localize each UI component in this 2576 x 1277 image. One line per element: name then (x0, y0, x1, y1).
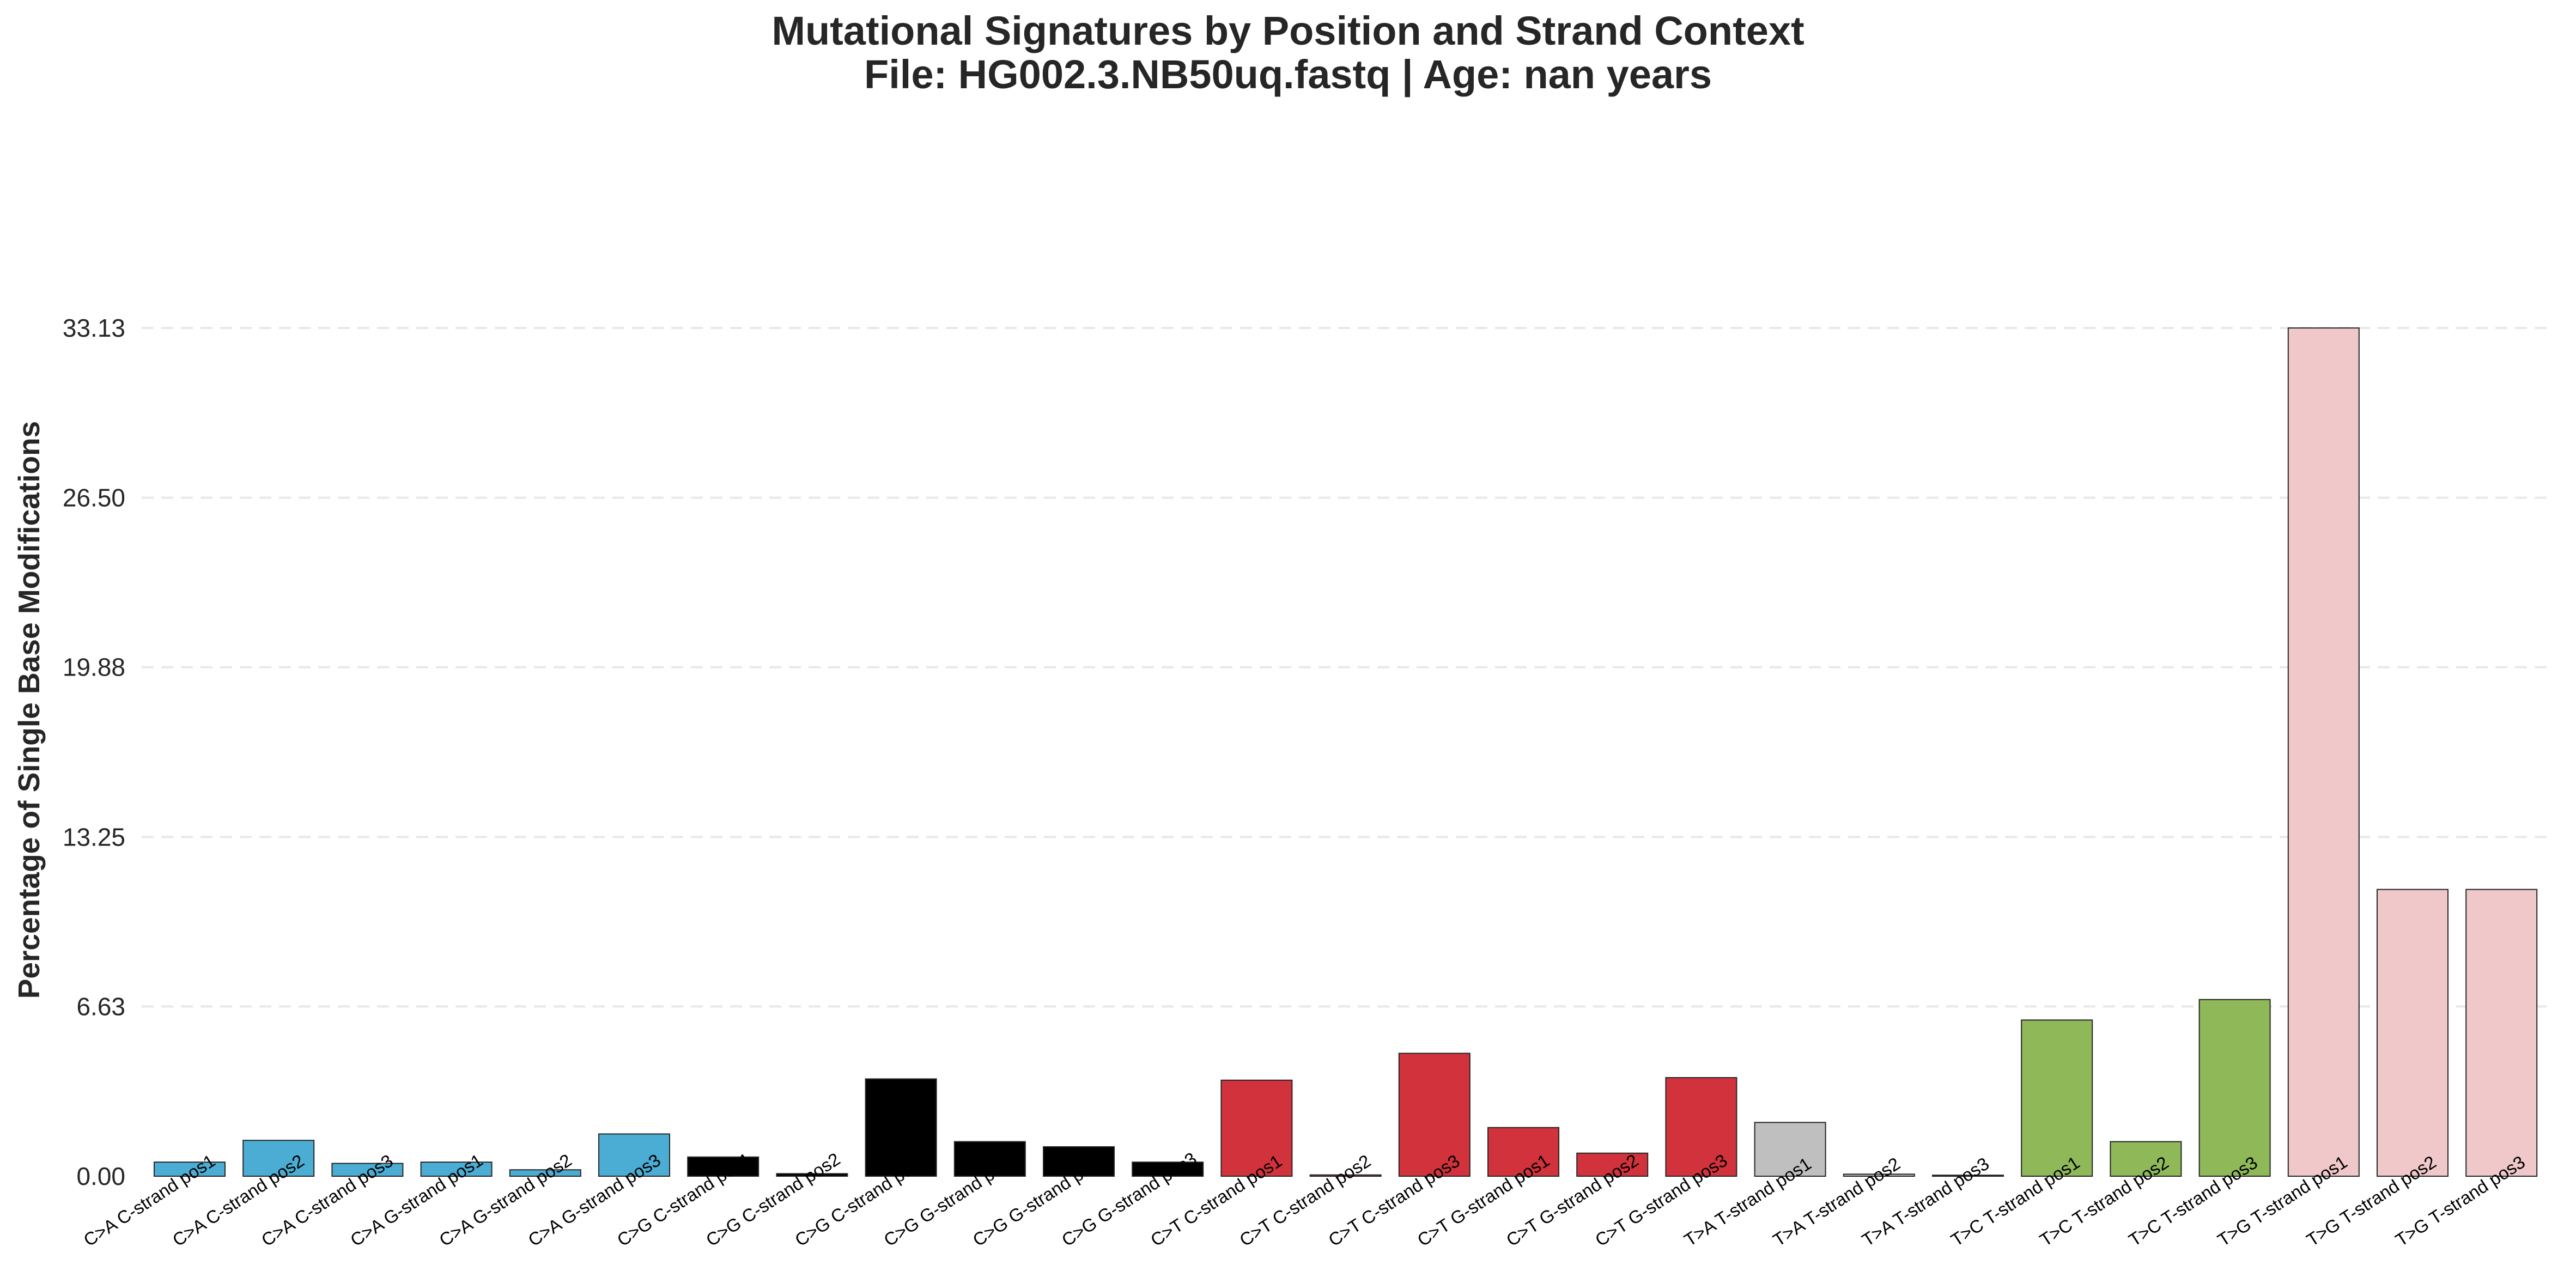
bar (2377, 889, 2449, 1177)
bar (1132, 1162, 1204, 1177)
bar (509, 1169, 581, 1177)
bar (1220, 1079, 1293, 1177)
grid-layer (142, 327, 2547, 1008)
bar (2287, 327, 2360, 1177)
bar (154, 1162, 226, 1177)
bar (776, 1173, 848, 1177)
y-tick-labels: 0.00 6.63 13.25 19.88 26.50 33.13 (63, 314, 125, 1190)
bar (2021, 1019, 2093, 1177)
y-tick-label: 13.25 (63, 823, 125, 851)
bar (2110, 1141, 2182, 1177)
bar (1754, 1122, 1826, 1177)
bar (687, 1156, 760, 1177)
bars (154, 327, 2538, 1177)
bar (1843, 1173, 1915, 1177)
bar (1487, 1127, 1559, 1177)
bar (1932, 1175, 2004, 1177)
bar (953, 1141, 1026, 1177)
bar (1398, 1053, 1471, 1177)
y-tick-label: 26.50 (63, 484, 125, 512)
bar (1309, 1174, 1382, 1177)
chart-subtitle: File: HG002.3.NB50uq.fastq | Age: nan ye… (864, 52, 1712, 98)
bar (2198, 999, 2271, 1177)
bar (1043, 1146, 1115, 1177)
y-tick-label: 33.13 (63, 314, 125, 342)
y-axis-label: Percentage of Single Base Modifications (12, 421, 46, 999)
chart-title: Mutational Signatures by Position and St… (771, 8, 1804, 53)
bar (1576, 1152, 1649, 1177)
bar (598, 1133, 670, 1177)
bar (420, 1162, 493, 1177)
bar (865, 1078, 937, 1177)
y-tick-label: 6.63 (76, 992, 125, 1020)
bar (2465, 889, 2538, 1177)
y-tick-label: 0.00 (76, 1162, 125, 1190)
bar (331, 1163, 404, 1177)
y-tick-label: 19.88 (63, 653, 125, 682)
bar (1665, 1077, 1737, 1177)
bar (242, 1140, 315, 1177)
